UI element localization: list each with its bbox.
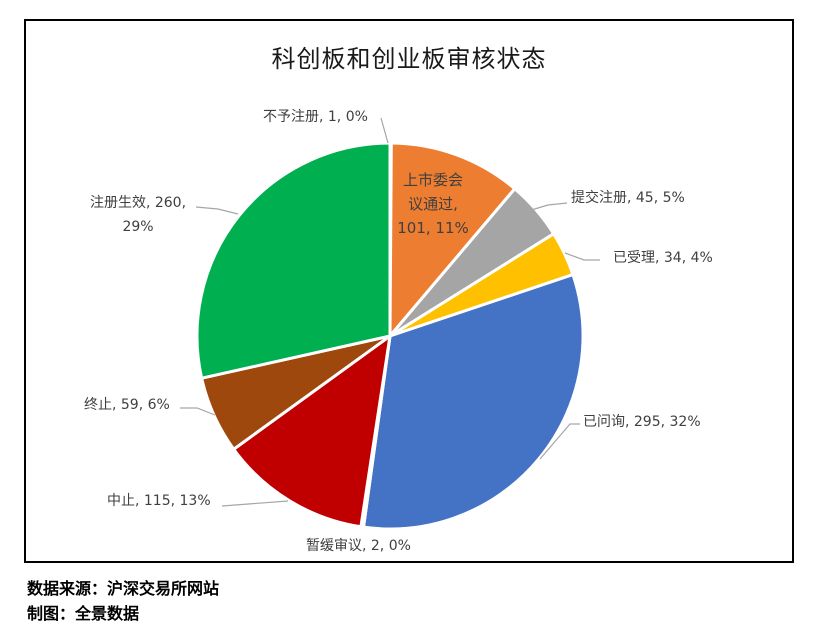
data-label-zhongzhi-mid: 中止, 115, 13% — [107, 493, 211, 509]
data-label-zhongzhi-end: 终止, 59, 6% — [84, 397, 170, 413]
leader-line-zhongzhi-mid — [221, 500, 289, 507]
data-label-yishouli: 已受理, 34, 4% — [613, 250, 713, 266]
data-label-shangshi-line1: 上市委会 — [402, 171, 463, 189]
footer-maker: 制图：全景数据 — [27, 604, 140, 623]
leader-line-yiwenxun — [539, 423, 580, 460]
leader-line-tijiao — [527, 202, 568, 212]
leader-line-zhuce — [195, 206, 239, 215]
leader-line-yishouli — [564, 252, 600, 261]
data-label-shangshi-line3: 101, 11% — [397, 219, 469, 237]
footer-source: 数据来源：沪深交易所网站 — [27, 579, 220, 598]
data-label-zanhuan: 暂缓审议, 2, 0% — [306, 538, 411, 554]
data-label-zhuce-line1: 注册生效, 260, — [89, 195, 187, 211]
data-label-zhuce: 注册生效, 260, 29% — [80, 191, 196, 239]
data-label-shangshi: 上市委会 议通过, 101, 11% — [392, 168, 474, 240]
data-label-buyu: 不予注册, 1, 0% — [263, 109, 368, 125]
pie-slice-1 — [388, 141, 517, 338]
leader-line-buyu — [380, 117, 389, 144]
leader-line-zhongzhi-end — [180, 407, 216, 416]
pie-slice-6 — [232, 334, 392, 529]
pie-slice-4 — [361, 273, 585, 531]
chart-title: 科创板和创业板审核状态 — [271, 45, 547, 73]
leader-lines — [180, 117, 600, 507]
data-label-shangshi-line2: 议通过, — [408, 195, 458, 213]
pie-slices — [195, 141, 585, 531]
pie-slice-8 — [195, 141, 392, 380]
data-label-zhuce-line2: 29% — [122, 219, 154, 235]
data-label-tijiao: 提交注册, 45, 5% — [571, 190, 685, 206]
data-label-yiwenxun: 已问询, 295, 32% — [583, 414, 701, 430]
